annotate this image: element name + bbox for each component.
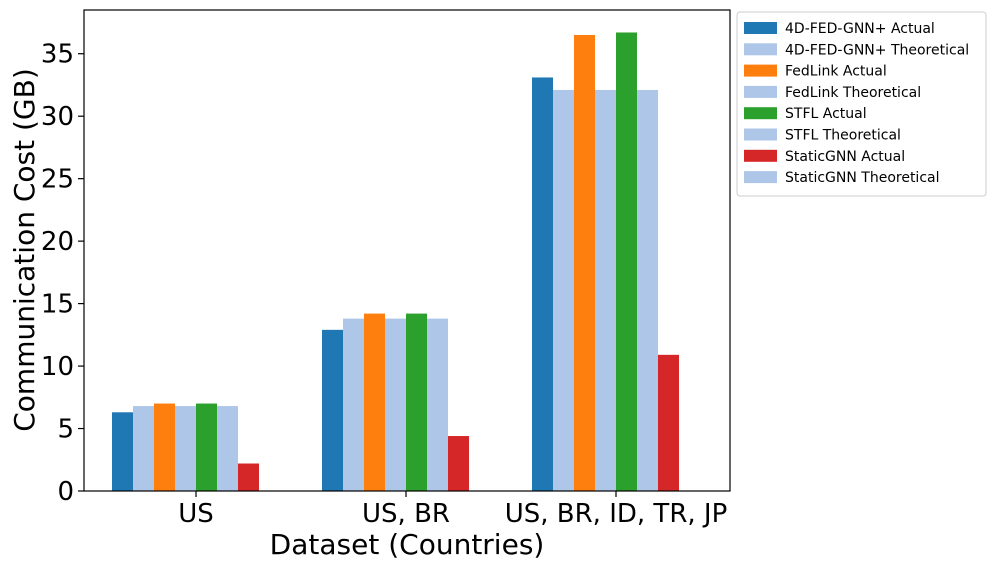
legend-swatch [744,107,777,120]
bar-2-2 [343,318,364,491]
bar-7-1 [238,463,259,491]
bar-3-2 [364,313,385,491]
y-tick-label: 5 [57,415,74,445]
bar-5-2 [406,313,427,491]
bar-7-2 [448,436,469,491]
bar-1-1 [112,412,133,491]
legend-swatch [744,149,777,162]
bar-6-1 [217,406,238,491]
bar-4-1 [175,406,196,491]
legend-label: 4D-FED-GNN+ Actual [785,21,935,37]
legend-label: StaticGNN Theoretical [785,170,940,186]
bar-1-3 [532,77,553,491]
y-axis: 0 5 10 15 20 25 30 35 [41,40,84,507]
bar-1-2 [322,329,343,491]
legend-swatch [744,128,777,141]
x-axis: US US, BR US, BR, ID, TR, JP [178,491,727,529]
legend-label: FedLink Theoretical [785,85,921,101]
bar-6-3 [637,89,658,492]
legend-label: 4D-FED-GNN+ Theoretical [785,42,969,58]
x-tick-label: US, BR [362,499,450,529]
y-tick-label: 0 [57,477,74,507]
y-tick-label: 15 [41,290,74,320]
bar-7-3 [658,354,679,491]
bars-layer [112,32,679,492]
legend-box [736,11,987,197]
y-tick-label: 20 [41,227,74,257]
bar-4-2 [385,318,406,491]
y-tick-label: 30 [41,102,74,132]
legend-swatch [744,43,777,56]
y-axis-title: Communication Cost (GB) [8,68,41,432]
bar-2-1 [133,406,154,491]
x-axis-title: Dataset (Countries) [270,528,545,561]
legend-swatch [744,22,777,34]
legend-label: StaticGNN Actual [785,149,905,165]
x-tick-label: US, BR, ID, TR, JP [505,499,728,529]
y-tick-label: 10 [41,352,74,382]
x-tick-label: US [178,499,214,529]
legend-label: STFL Actual [785,106,867,122]
plot-frame [83,9,731,492]
y-tick-label: 35 [41,40,74,70]
bar-4-3 [595,89,616,492]
legend: 4D-FED-GNN+ Actual 4D-FED-GNN+ Theoretica… [736,11,987,197]
legend-swatch [744,85,777,98]
bar-3-3 [574,34,595,492]
legend-label: STFL Theoretical [785,128,901,144]
bar-2-3 [553,89,574,492]
bar-5-3 [616,32,637,491]
legend-label: FedLink Actual [785,64,887,80]
legend-swatch [744,171,777,184]
y-tick-label: 25 [41,165,74,195]
bar-5-1 [196,403,217,491]
legend-swatch [744,64,777,77]
bar-3-1 [154,403,175,491]
bar-6-2 [427,318,448,491]
